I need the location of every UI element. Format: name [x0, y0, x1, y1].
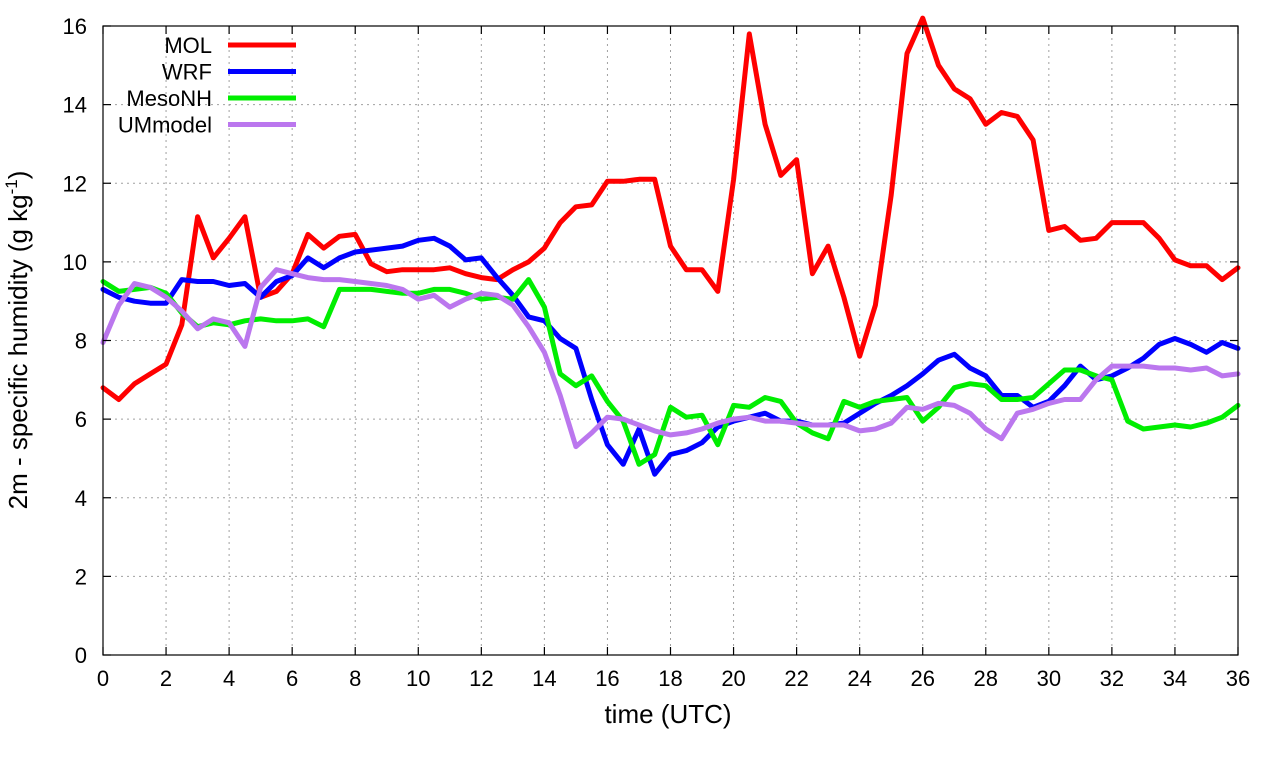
y-tick-label: 12: [63, 171, 87, 196]
series-lines: [100, 15, 1241, 477]
x-tick-label: 26: [910, 666, 934, 691]
x-tick-label: 16: [595, 666, 619, 691]
x-tick-label: 34: [1163, 666, 1187, 691]
x-tick-label: 4: [223, 666, 235, 691]
x-tick-label: 24: [847, 666, 871, 691]
legend-label-mol: MOL: [164, 33, 212, 58]
x-tick-labels: 0 2 4 6 8 10 12 14 16 18 20 22 24 26 28 30 32 34 36: [97, 666, 1250, 691]
x-tick-label: 32: [1100, 666, 1124, 691]
y-tick-label: 16: [63, 14, 87, 39]
y-tick-label: 0: [75, 643, 87, 668]
x-tick-label: 20: [721, 666, 745, 691]
x-tick-label: 12: [469, 666, 493, 691]
x-tick-label: 2: [160, 666, 172, 691]
x-tick-label: 0: [97, 666, 109, 691]
x-axis-label: time (UTC): [604, 699, 731, 729]
x-tick-label: 14: [532, 666, 556, 691]
y-tick-labels: 0 2 4 6 8 10 12 14 16: [63, 14, 87, 668]
y-tick-label: 4: [75, 486, 87, 511]
grid: [103, 26, 1238, 655]
x-tick-label: 8: [349, 666, 361, 691]
y-tick-label: 6: [75, 407, 87, 432]
y-tick-label: 2: [75, 564, 87, 589]
series-line-ummodel: [100, 267, 1241, 450]
y-axis-label: 2m - specific humidity (g kg-1): [2, 171, 33, 510]
y-tick-label: 10: [63, 250, 87, 275]
x-tick-label: 10: [406, 666, 430, 691]
legend-label-ummodel: UMmodel: [118, 113, 212, 138]
legend-label-mesonh: MesoNH: [126, 86, 212, 111]
x-tick-label: 30: [1037, 666, 1061, 691]
x-tick-label: 22: [784, 666, 808, 691]
y-axis-label-main: 2m - specific humidity (g kg: [3, 194, 33, 509]
legend-label-wrf: WRF: [162, 60, 212, 85]
y-tick-label: 8: [75, 329, 87, 354]
y-axis-label-superscript: -1: [2, 179, 21, 194]
axis-ticks: [102, 25, 1239, 656]
x-tick-label: 36: [1226, 666, 1250, 691]
x-tick-label: 6: [286, 666, 298, 691]
y-axis-label-close: ): [3, 171, 33, 180]
x-tick-label: 18: [658, 666, 682, 691]
series-line-mesonh: [100, 277, 1241, 467]
x-tick-label: 28: [974, 666, 998, 691]
y-tick-label: 14: [63, 93, 87, 118]
